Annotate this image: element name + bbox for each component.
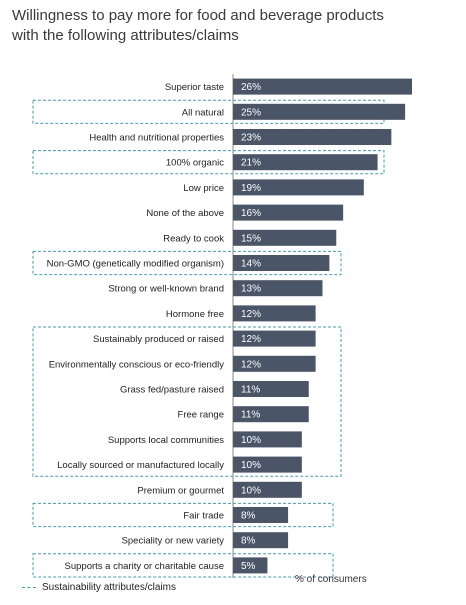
- bar: [233, 507, 289, 523]
- bar: [233, 406, 309, 423]
- data-label: 15%: [241, 233, 261, 244]
- legend-dashed-swatch: [22, 587, 36, 588]
- data-label: 14%: [241, 259, 261, 270]
- bar: [233, 103, 406, 120]
- sustainability-highlight-box: [32, 150, 385, 175]
- bar: [233, 129, 392, 145]
- legend: Sustainability attributes/claims: [22, 582, 176, 593]
- sustainability-highlight-box: [32, 553, 334, 578]
- bar: [233, 381, 309, 397]
- category-label: Free range: [178, 410, 224, 421]
- data-label: 11%: [241, 385, 260, 396]
- data-label: 8%: [241, 511, 256, 522]
- data-label: 26%: [241, 82, 261, 93]
- bar: [233, 557, 268, 574]
- data-label: 23%: [241, 133, 261, 144]
- data-label: 12%: [241, 309, 261, 320]
- category-label: Speciality or new variety: [122, 536, 225, 547]
- category-label: Superior taste: [165, 82, 224, 93]
- data-label: 10%: [241, 460, 261, 471]
- category-label: 100% organic: [166, 158, 224, 169]
- data-label: 13%: [241, 284, 261, 295]
- data-label: 25%: [241, 107, 261, 118]
- bar: [233, 204, 344, 221]
- bar: [233, 532, 289, 549]
- data-label: 21%: [241, 158, 261, 169]
- bar: [233, 330, 316, 347]
- data-label: 5%: [241, 561, 256, 572]
- data-label: 11%: [241, 410, 260, 421]
- category-label: None of the above: [146, 208, 224, 219]
- data-label: 10%: [241, 485, 261, 496]
- category-label: Environmentally conscious or eco-friendl…: [49, 359, 225, 370]
- bar: [233, 481, 302, 498]
- category-label: Locally sourced or manufactured locally: [57, 460, 224, 471]
- category-label: Fair trade: [183, 511, 224, 522]
- category-label: Health and nutritional properties: [89, 133, 224, 144]
- bar: [233, 456, 302, 473]
- data-label: 19%: [241, 183, 261, 194]
- bar: [233, 431, 302, 448]
- category-label: Strong or well-known brand: [108, 284, 224, 295]
- data-label: 16%: [241, 208, 261, 219]
- bar: [233, 179, 364, 196]
- category-label: Premium or gourmet: [137, 485, 224, 496]
- legend-label: Sustainability attributes/claims: [42, 582, 176, 593]
- x-axis-label: % of consumers: [295, 574, 367, 585]
- category-label: Grass fed/pasture raised: [120, 385, 224, 396]
- bar: [233, 305, 316, 322]
- bar: [233, 78, 412, 95]
- category-label: Ready to cook: [163, 233, 224, 244]
- category-label: Non-GMO (genetically modified organism): [47, 259, 224, 270]
- category-label: Sustainably produced or raised: [93, 334, 224, 345]
- sustainability-highlight-box: [32, 250, 342, 276]
- data-label: 12%: [241, 334, 261, 345]
- category-label: Supports local communities: [108, 435, 224, 446]
- bar: [233, 355, 316, 372]
- category-label: Hormone free: [166, 309, 224, 320]
- bar: [233, 280, 323, 297]
- data-label: 12%: [241, 359, 261, 370]
- sustainability-highlight-box: [32, 326, 342, 477]
- chart-title: Willingness to pay more for food and bev…: [12, 6, 452, 46]
- sustainability-highlight-box: [32, 502, 334, 528]
- chart-title-line-1: Willingness to pay more for food and bev…: [12, 7, 384, 24]
- data-label: 8%: [241, 536, 256, 547]
- category-label: Supports a charity or charitable cause: [65, 561, 224, 572]
- data-label: 10%: [241, 435, 261, 446]
- category-label: All natural: [182, 107, 224, 118]
- bar: [233, 255, 330, 271]
- category-label: Low price: [183, 183, 224, 194]
- chart-title-line-2: with the following attributes/claims: [12, 27, 239, 44]
- bar: [233, 229, 337, 246]
- bar: [233, 154, 378, 171]
